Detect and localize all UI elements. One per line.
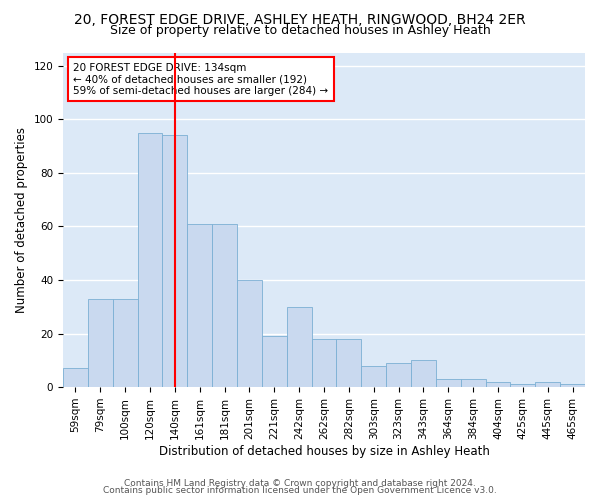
Bar [163, 136, 187, 387]
Bar [311, 339, 337, 387]
Bar [337, 339, 361, 387]
Bar [63, 368, 88, 387]
Bar [237, 280, 262, 387]
Bar [88, 299, 113, 387]
Bar [436, 379, 461, 387]
X-axis label: Distribution of detached houses by size in Ashley Heath: Distribution of detached houses by size … [158, 444, 490, 458]
Bar [511, 384, 535, 387]
Bar [187, 224, 212, 387]
Bar [287, 307, 311, 387]
Text: 20, FOREST EDGE DRIVE, ASHLEY HEATH, RINGWOOD, BH24 2ER: 20, FOREST EDGE DRIVE, ASHLEY HEATH, RIN… [74, 12, 526, 26]
Bar [560, 384, 585, 387]
Bar [411, 360, 436, 387]
Y-axis label: Number of detached properties: Number of detached properties [15, 127, 28, 313]
Bar [262, 336, 287, 387]
Bar [137, 133, 163, 387]
Bar [113, 299, 137, 387]
Bar [212, 224, 237, 387]
Bar [485, 382, 511, 387]
Bar [535, 382, 560, 387]
Text: Contains HM Land Registry data © Crown copyright and database right 2024.: Contains HM Land Registry data © Crown c… [124, 478, 476, 488]
Text: 20 FOREST EDGE DRIVE: 134sqm
← 40% of detached houses are smaller (192)
59% of s: 20 FOREST EDGE DRIVE: 134sqm ← 40% of de… [73, 62, 329, 96]
Text: Size of property relative to detached houses in Ashley Heath: Size of property relative to detached ho… [110, 24, 490, 37]
Bar [386, 363, 411, 387]
Bar [361, 366, 386, 387]
Bar [461, 379, 485, 387]
Text: Contains public sector information licensed under the Open Government Licence v3: Contains public sector information licen… [103, 486, 497, 495]
